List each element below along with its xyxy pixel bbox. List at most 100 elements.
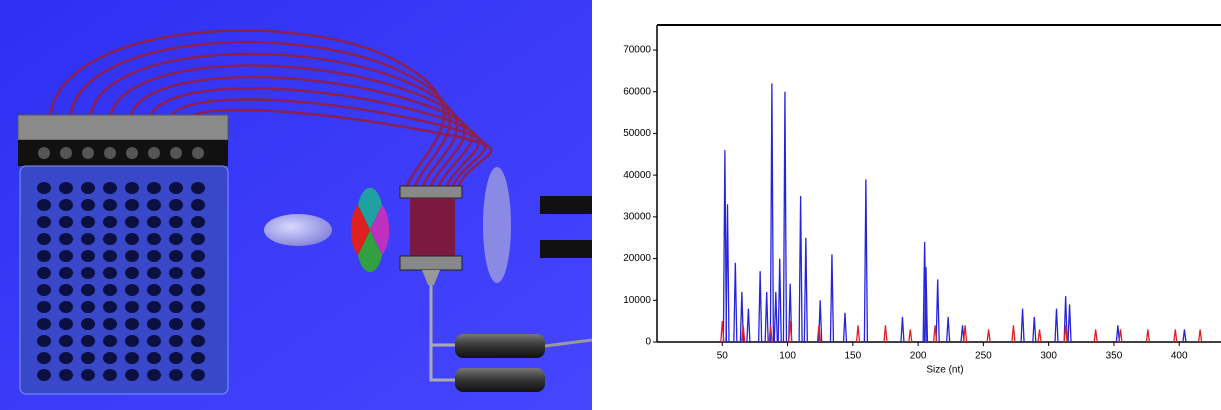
well: [125, 369, 139, 381]
well: [191, 335, 205, 347]
well: [59, 216, 73, 228]
well: [169, 301, 183, 313]
peak: [746, 308, 751, 343]
peak: [932, 325, 938, 343]
well: [147, 233, 161, 245]
peak: [725, 204, 730, 343]
connector: [422, 270, 440, 285]
well: [169, 250, 183, 262]
well: [59, 199, 73, 211]
x-axis-label: Size (nt): [926, 365, 963, 376]
peak: [803, 237, 808, 343]
well: [125, 199, 139, 211]
capillary-window: [410, 198, 455, 256]
well: [81, 335, 95, 347]
well: [59, 335, 73, 347]
well: [37, 267, 51, 279]
peak: [935, 279, 940, 343]
well: [103, 284, 117, 296]
well: [37, 301, 51, 313]
peak: [1067, 304, 1072, 343]
well: [37, 250, 51, 262]
well: [81, 267, 95, 279]
well: [125, 318, 139, 330]
peak: [829, 254, 835, 343]
y-tick-label: 30000: [623, 212, 651, 223]
well: [103, 182, 117, 194]
well: [147, 250, 161, 262]
peak: [1093, 329, 1098, 343]
well: [59, 233, 73, 245]
well: [169, 233, 183, 245]
well: [169, 216, 183, 228]
well: [191, 318, 205, 330]
peak: [1037, 329, 1042, 343]
x-tick-label: 100: [779, 351, 796, 362]
well: [125, 284, 139, 296]
well: [37, 369, 51, 381]
well: [81, 182, 95, 194]
well: [169, 284, 183, 296]
detector-block-top: [399, 185, 463, 199]
well: [103, 318, 117, 330]
well: [59, 301, 73, 313]
well: [169, 335, 183, 347]
peak: [1054, 308, 1059, 343]
peak: [1063, 296, 1068, 343]
filter-wheel: [350, 187, 390, 273]
peak: [741, 325, 746, 343]
well: [59, 267, 73, 279]
peak: [773, 291, 778, 343]
well: [59, 352, 73, 364]
well: [37, 352, 51, 364]
x-tick-label: 50: [717, 351, 729, 362]
strip-holes: [38, 147, 204, 159]
well: [81, 216, 95, 228]
well: [191, 267, 205, 279]
peak: [798, 196, 803, 343]
peak: [962, 325, 968, 343]
peak: [1118, 329, 1123, 343]
well: [103, 301, 117, 313]
peak: [1145, 329, 1151, 343]
peak: [764, 291, 769, 343]
well: [81, 352, 95, 364]
well: [169, 318, 183, 330]
pump-1: [455, 334, 545, 358]
well: [59, 284, 73, 296]
well: [37, 335, 51, 347]
y-tick-label: 0: [645, 337, 651, 348]
well: [59, 250, 73, 262]
well: [191, 216, 205, 228]
y-tick-label: 50000: [623, 128, 651, 139]
instrument-diagram: [0, 0, 593, 410]
well: [147, 182, 161, 194]
wells: [37, 182, 205, 381]
x-tick-label: 250: [975, 351, 992, 362]
peak: [788, 321, 793, 343]
peak: [782, 91, 788, 343]
well: [147, 284, 161, 296]
well: [191, 352, 205, 364]
peak: [842, 312, 848, 343]
peak: [768, 325, 773, 343]
well: [191, 233, 205, 245]
well: [191, 284, 205, 296]
well: [147, 199, 161, 211]
peak: [777, 258, 782, 343]
peak: [883, 325, 888, 343]
well: [125, 216, 139, 228]
well: [125, 250, 139, 262]
well: [125, 233, 139, 245]
well: [59, 369, 73, 381]
well: [191, 250, 205, 262]
peak: [757, 271, 763, 343]
well: [81, 318, 95, 330]
well: [147, 318, 161, 330]
peak: [1063, 325, 1068, 343]
peak: [923, 266, 929, 343]
peak: [863, 179, 869, 343]
peak: [722, 150, 728, 343]
peak: [788, 283, 793, 343]
well: [81, 301, 95, 313]
